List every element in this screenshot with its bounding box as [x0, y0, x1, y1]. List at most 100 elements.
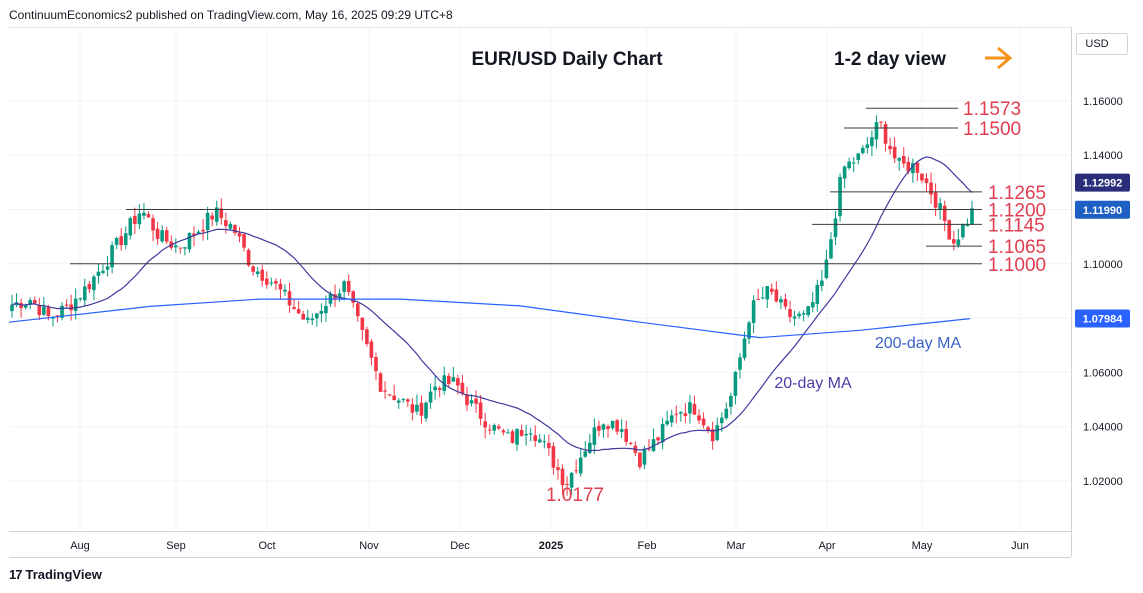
moving-averages: [8, 156, 973, 452]
candle-body: [952, 239, 956, 244]
candle-body: [829, 239, 833, 259]
candle-body: [751, 300, 756, 324]
candle-body: [901, 156, 906, 164]
candle-body: [396, 400, 401, 403]
low-annotation: 1.0177: [546, 485, 604, 506]
candle-body: [792, 316, 797, 319]
candle-body: [151, 218, 155, 231]
level-label: 1.1265: [988, 183, 1046, 204]
candles: [10, 115, 974, 496]
candle-body: [214, 207, 219, 222]
candle-body: [765, 286, 770, 300]
candle-body: [55, 315, 60, 317]
candle-body: [733, 371, 738, 396]
currency-badge[interactable]: USD: [1076, 33, 1128, 55]
candle-body: [387, 394, 392, 396]
candle-body: [528, 433, 533, 435]
candle-body: [456, 378, 460, 386]
candle-body: [915, 162, 920, 173]
candle-body: [419, 402, 424, 416]
candle-body: [228, 224, 233, 229]
candle-body: [738, 357, 742, 370]
candle-body: [255, 271, 260, 275]
candle-body: [101, 270, 105, 273]
candle-body: [524, 433, 528, 436]
ma20-line: [11, 156, 973, 452]
price-tag-label: 1.11990: [1083, 205, 1122, 217]
level-label: 1.1200: [988, 201, 1046, 222]
candle-body: [697, 415, 701, 421]
candle-body: [801, 313, 806, 315]
candle-body: [355, 303, 360, 317]
candle-body: [137, 213, 142, 225]
y-tick-label: 1.06000: [1083, 367, 1123, 379]
candle-body: [883, 124, 888, 144]
candle-body: [578, 457, 583, 474]
candle-body: [497, 426, 501, 429]
candle-body: [406, 399, 410, 402]
tradingview-footer[interactable]: 17 TradingView: [9, 567, 102, 582]
candle-body: [961, 224, 965, 238]
candle-body: [688, 402, 692, 414]
candle-body: [638, 452, 642, 468]
price-scale[interactable]: [1071, 27, 1143, 557]
grid-lines: [9, 28, 1071, 530]
candle-body: [537, 439, 542, 443]
candle-body: [224, 220, 228, 227]
candle-body: [710, 429, 715, 442]
candle-body: [674, 413, 679, 415]
candle-body: [264, 278, 269, 285]
candle-body: [506, 432, 510, 434]
candle-body: [556, 467, 560, 470]
candle-body: [178, 247, 183, 249]
price-axis: 1.160001.140001.120001.100001.080001.060…: [1083, 96, 1123, 488]
candle-body: [346, 280, 351, 292]
candle-body: [287, 291, 292, 306]
candle-body: [933, 192, 938, 208]
candle-body: [487, 429, 492, 431]
candle-body: [756, 298, 760, 300]
candle-body: [628, 442, 633, 444]
candle-body: [242, 234, 246, 248]
candle-body: [683, 413, 688, 417]
candle-body: [92, 276, 96, 291]
candle-body: [369, 341, 374, 358]
x-tick-label: May: [912, 540, 933, 552]
candle-body: [183, 247, 187, 249]
candle-body: [838, 177, 842, 217]
candle-body: [123, 233, 128, 245]
candle-body: [233, 224, 237, 233]
candle-body: [856, 153, 861, 160]
candle-body: [970, 208, 974, 225]
candle-body: [415, 404, 419, 412]
candle-body: [747, 322, 751, 339]
candle-body: [592, 427, 597, 445]
candle-body: [669, 415, 674, 423]
candle-body: [424, 402, 428, 419]
level-label: 1.1065: [988, 237, 1046, 258]
candle-body: [842, 166, 847, 179]
time-axis: Aug Sep Oct Nov Dec 2025 Feb Mar Apr May Jun: [70, 540, 1029, 552]
candle-body: [196, 231, 201, 234]
ma20-label: 20-day MA: [774, 375, 852, 392]
price-tags: 1.12992 1.11990 1.07984: [1075, 173, 1130, 328]
candle-body: [82, 286, 87, 301]
candle-body: [870, 137, 874, 147]
candle-body: [478, 402, 483, 419]
candle-body: [942, 205, 947, 222]
candle-body: [133, 215, 137, 224]
candle-body: [51, 317, 55, 319]
candle-body: [560, 468, 565, 486]
candle-body: [824, 259, 829, 278]
candle-body: [469, 400, 474, 404]
candle-body: [128, 218, 133, 236]
candle-body: [760, 297, 765, 299]
candle-body: [892, 146, 897, 159]
candle-body: [201, 229, 205, 232]
candle-body: [342, 281, 346, 292]
candle-body: [779, 299, 783, 303]
candle-body: [565, 483, 569, 485]
candle-body: [642, 449, 647, 465]
y-tick-label: 1.04000: [1083, 422, 1123, 434]
